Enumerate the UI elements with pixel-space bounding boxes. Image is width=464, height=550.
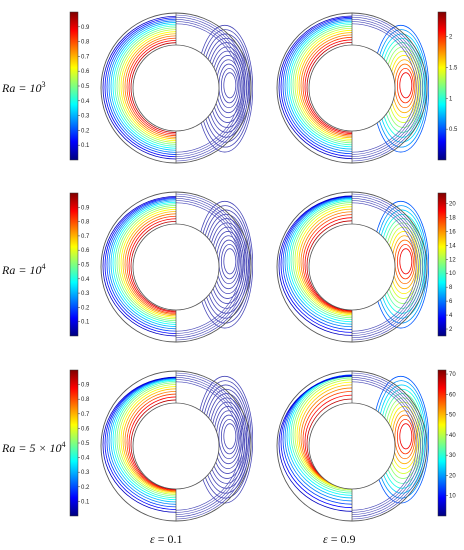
colorbar-6-tick-3: 50 xyxy=(449,413,456,419)
colorbar-3-tick-9: 0.1 xyxy=(81,320,90,326)
panel-r2-c1 xyxy=(100,191,253,343)
inner-cylinder-r2-c2 xyxy=(308,223,396,311)
colorbar-3-tick-7: 0.3 xyxy=(81,291,90,297)
colorbar-6-tick-2: 60 xyxy=(449,392,456,398)
ra-label-row-1: Ra = 103 xyxy=(2,80,46,95)
colorbar-1-tick-2: 0.8 xyxy=(81,40,90,46)
colorbar-5-tick-3: 0.7 xyxy=(81,412,90,418)
eps-label-col-2: ε = 0.9 xyxy=(323,532,356,546)
inner-cylinder-r2-c1 xyxy=(132,223,220,311)
colorbar-6 xyxy=(437,369,447,517)
colorbar-5-tick-7: 0.3 xyxy=(81,470,90,476)
colorbar-1-tick-7: 0.3 xyxy=(81,114,90,120)
panel-r3-c2 xyxy=(276,370,429,522)
isotherms-r3-c2 xyxy=(278,374,352,512)
isotherms-r1-c1 xyxy=(102,15,176,160)
colorbar-1-tick-5: 0.5 xyxy=(81,84,90,90)
outer-cylinder-r1-c2 xyxy=(276,12,428,164)
colorbar-5-tick-4: 0.6 xyxy=(81,426,90,432)
colorbar-3-tick-1: 0.9 xyxy=(81,205,90,211)
colorbar-5-tick-5: 0.5 xyxy=(81,441,90,447)
colorbar-6-tick-1: 70 xyxy=(449,372,456,378)
outer-cylinder-r2-c1 xyxy=(100,191,252,343)
isotherms-r2-c2 xyxy=(278,195,352,336)
colorbar-5-tick-6: 0.4 xyxy=(81,456,90,462)
isotherms-r1-c2 xyxy=(278,15,352,160)
colorbar-4-tick-10: 2 xyxy=(449,327,453,333)
colorbar-4-tick-5: 12 xyxy=(449,257,456,263)
colorbar-1-tick-8: 0.2 xyxy=(81,128,90,134)
colorbar-4-tick-1: 20 xyxy=(449,201,456,207)
colorbar-6-tick-7: 10 xyxy=(449,494,456,500)
ra-label-row-3: Ra = 5 × 104 xyxy=(2,440,66,455)
isotherms-r3-c1 xyxy=(102,376,176,513)
colorbar-3-tick-4: 0.6 xyxy=(81,248,90,254)
colorbar-1-tick-6: 0.4 xyxy=(81,99,90,105)
colorbar-2-tick-2: 1.5 xyxy=(449,66,458,72)
streamlines-r2-c1 xyxy=(176,193,253,341)
colorbar-5-tick-1: 0.9 xyxy=(81,383,90,389)
panel-r1-c2 xyxy=(276,12,429,164)
colorbar-1-tick-4: 0.6 xyxy=(81,69,90,75)
colorbar-3-tick-5: 0.5 xyxy=(81,263,90,269)
colorbar-4-tick-7: 8 xyxy=(449,285,453,291)
colorbar-6-tick-5: 30 xyxy=(449,453,456,459)
colorbar-4-tick-3: 16 xyxy=(449,229,456,235)
eps-label-col-1: ε = 0.1 xyxy=(150,532,183,546)
inner-cylinder-r1-c2 xyxy=(308,44,396,132)
colorbar-3 xyxy=(69,192,79,337)
colorbar-3-tick-8: 0.2 xyxy=(81,305,90,311)
colorbar-6-tick-6: 20 xyxy=(449,473,456,479)
colorbar-4-tick-6: 10 xyxy=(449,271,456,277)
panel-r1-c1 xyxy=(100,12,253,164)
colorbar-3-tick-3: 0.7 xyxy=(81,234,90,240)
ra-label-row-2: Ra = 104 xyxy=(2,262,46,277)
inner-cylinder-r3-c2 xyxy=(308,402,396,490)
colorbar-1-tick-1: 0.9 xyxy=(81,25,90,31)
colorbar-2-tick-3: 1 xyxy=(449,96,453,102)
colorbar-2 xyxy=(437,11,447,161)
colorbar-6-tick-4: 40 xyxy=(449,433,456,439)
colorbar-1-tick-3: 0.7 xyxy=(81,54,90,60)
outer-cylinder-r3-c2 xyxy=(276,370,428,522)
inner-cylinder-r1-c1 xyxy=(132,44,220,132)
colorbar-5 xyxy=(69,369,79,517)
isotherms-r2-c1 xyxy=(102,196,176,337)
inner-cylinder-r3-c1 xyxy=(132,402,220,490)
colorbar-4 xyxy=(437,192,447,337)
colorbar-2-tick-1: 2 xyxy=(449,35,453,41)
outer-cylinder-r3-c1 xyxy=(100,370,252,522)
colorbar-4-tick-9: 4 xyxy=(449,313,453,319)
outer-cylinder-r1-c1 xyxy=(100,12,252,164)
outer-cylinder-r2-c2 xyxy=(276,191,428,343)
colorbar-4-tick-8: 6 xyxy=(449,299,453,305)
colorbar-2-tick-4: 0.5 xyxy=(449,127,458,133)
colorbar-1-tick-9: 0.1 xyxy=(81,143,90,149)
colorbar-3-tick-2: 0.8 xyxy=(81,220,90,226)
colorbar-4-tick-4: 14 xyxy=(449,243,456,249)
panel-r3-c1 xyxy=(100,370,253,522)
colorbar-1 xyxy=(69,11,79,161)
colorbar-5-tick-8: 0.2 xyxy=(81,485,90,491)
panel-r2-c2 xyxy=(276,191,429,343)
colorbar-5-tick-9: 0.1 xyxy=(81,499,90,505)
colorbar-4-tick-2: 18 xyxy=(449,215,456,221)
colorbar-3-tick-6: 0.4 xyxy=(81,277,90,283)
colorbar-5-tick-2: 0.8 xyxy=(81,397,90,403)
